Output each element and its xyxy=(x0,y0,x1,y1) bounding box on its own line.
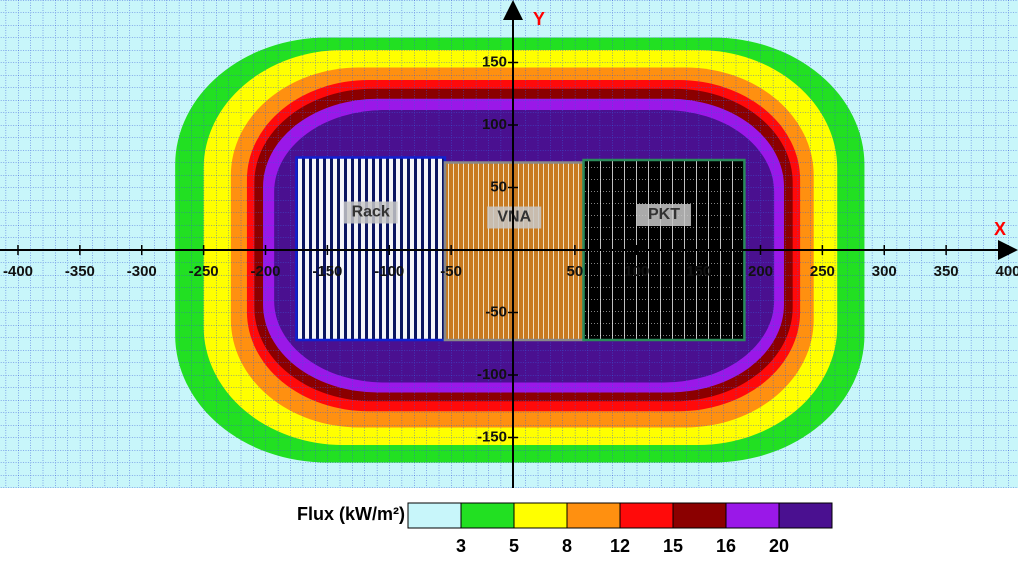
region-label: Rack xyxy=(352,204,390,221)
x-tick-label: 150 xyxy=(686,263,711,280)
y-axis-label: Y xyxy=(533,9,545,29)
legend-level: 3 xyxy=(456,536,466,556)
x-tick-label: 400 xyxy=(995,263,1018,280)
y-tick-label: -150 xyxy=(477,428,507,445)
plot-area: Rack VNA PKT X Y -400 -350 -300 -250 -200 -150 -100… xyxy=(0,0,1018,488)
x-tick-label: -150 xyxy=(312,263,342,280)
region xyxy=(295,156,447,342)
legend-level: 20 xyxy=(769,536,789,556)
x-tick-label: -400 xyxy=(3,263,33,280)
legend-swatch xyxy=(672,502,727,529)
x-tick-label: -350 xyxy=(65,263,95,280)
legend-title: Flux (kW/m²) xyxy=(297,504,405,524)
legend-level: 5 xyxy=(509,536,519,556)
legend-level: 12 xyxy=(610,536,630,556)
legend-swatch xyxy=(513,502,568,529)
region-label-box xyxy=(487,206,542,229)
legend-level: 16 xyxy=(716,536,736,556)
legend-swatch xyxy=(566,502,621,529)
legend-swatch xyxy=(778,502,833,529)
x-tick-label: 250 xyxy=(810,263,835,280)
region-label: PKT xyxy=(648,206,680,223)
x-tick-label: -100 xyxy=(374,263,404,280)
y-tick-label: 150 xyxy=(482,53,507,70)
x-tick-label: -250 xyxy=(189,263,219,280)
x-tick-label: 100 xyxy=(624,263,649,280)
x-axis-label: X xyxy=(994,219,1006,239)
region-label-box xyxy=(636,204,691,226)
legend-swatch xyxy=(619,502,674,529)
y-tick-label: 100 xyxy=(482,116,507,133)
x-tick-label: -50 xyxy=(440,263,462,280)
x-tick-label: 200 xyxy=(748,263,773,280)
x-tick-label: 50 xyxy=(567,263,584,280)
legend-swatch xyxy=(407,502,462,529)
region-label-box xyxy=(343,201,398,224)
y-tick-label: -100 xyxy=(477,366,507,383)
y-tick-label: 50 xyxy=(490,178,507,195)
y-tick-label: -50 xyxy=(485,303,507,320)
legend-level: 15 xyxy=(663,536,683,556)
x-tick-label: 350 xyxy=(934,263,959,280)
region-label: VNA xyxy=(497,209,531,226)
x-tick-label: -300 xyxy=(127,263,157,280)
region xyxy=(443,161,585,342)
x-tick-label: 300 xyxy=(872,263,897,280)
legend-level: 8 xyxy=(562,536,572,556)
legend-swatch xyxy=(725,502,780,529)
legend: 3 5 8 12 15 16 20 xyxy=(407,502,833,556)
x-tick-label: -200 xyxy=(250,263,280,280)
legend-swatch xyxy=(460,502,515,529)
